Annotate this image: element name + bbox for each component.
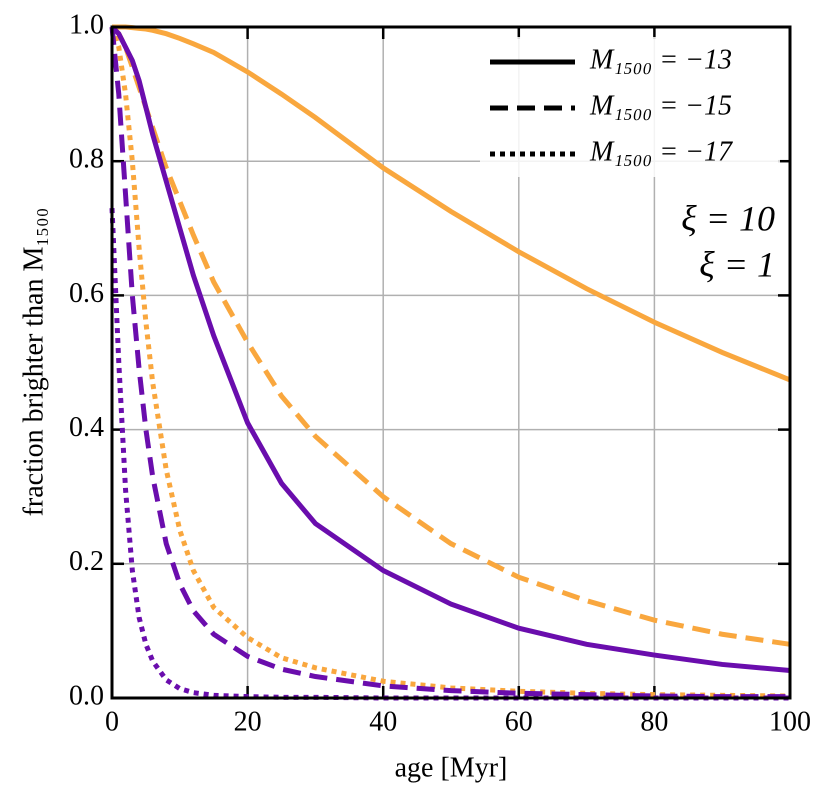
plot-frame bbox=[110, 25, 792, 700]
x-tick-label: 80 bbox=[640, 706, 668, 737]
annotation: ξ = 1 bbox=[699, 244, 775, 284]
legend-label: M₁₅₀₀ = −17 bbox=[589, 136, 733, 167]
legend-label: M₁₅₀₀ = −15 bbox=[589, 90, 732, 121]
line-series bbox=[110, 25, 791, 647]
y-tick-label: 0.6 bbox=[69, 278, 104, 309]
line-series bbox=[109, 26, 790, 700]
line-series bbox=[110, 25, 791, 673]
y-tick-label: 1.0 bbox=[69, 9, 104, 40]
x-tick-label: 40 bbox=[369, 706, 397, 737]
x-tick-label: 0 bbox=[105, 706, 119, 737]
legend-label: M₁₅₀₀ = −13 bbox=[589, 44, 732, 75]
x-axis-label: age [Myr] bbox=[395, 752, 508, 783]
y-axis-label: fraction brighter than M₁₅₀₀ bbox=[18, 208, 49, 517]
y-tick-label: 0.2 bbox=[69, 546, 104, 577]
y-tick-label: 0.4 bbox=[69, 412, 104, 443]
annotation: ξ = 10 bbox=[681, 198, 775, 238]
y-tick-label: 0.0 bbox=[69, 680, 104, 711]
x-tick-label: 20 bbox=[234, 706, 262, 737]
x-tick-label: 60 bbox=[505, 706, 533, 737]
y-tick-label: 0.8 bbox=[69, 144, 104, 175]
x-tick-label: 100 bbox=[769, 706, 811, 737]
